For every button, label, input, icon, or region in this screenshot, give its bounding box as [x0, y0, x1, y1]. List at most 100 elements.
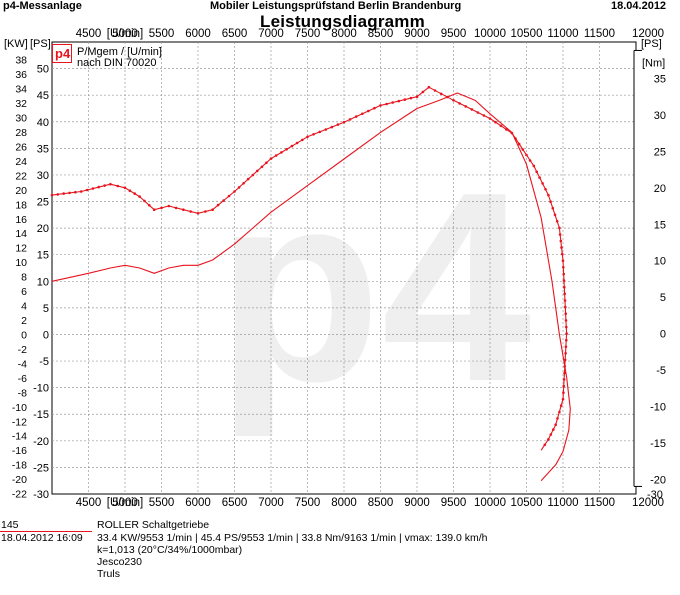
torque-point [211, 208, 214, 211]
torque-point [255, 169, 259, 173]
torque-point [160, 206, 163, 210]
torque-point [306, 135, 309, 139]
torque-point [488, 117, 492, 120]
legend-logo-text: p4 [55, 46, 71, 61]
torque-point [552, 428, 555, 431]
torque-point [562, 378, 566, 381]
torque-point [525, 153, 528, 157]
torque-point [133, 192, 136, 195]
torque-point [560, 246, 563, 249]
x-tick-label-bottom: 9500 [441, 497, 467, 509]
x-tick-label-top: 8500 [368, 28, 394, 40]
kw-tick-label: 36 [15, 69, 27, 81]
torque-point [295, 141, 299, 145]
operator-name: Truls [97, 568, 120, 580]
torque-point [348, 118, 352, 121]
kw-tick-label: 6 [21, 286, 27, 298]
torque-point [564, 345, 568, 349]
x-tick-label-top: 6500 [222, 28, 248, 40]
torque-point [564, 312, 567, 316]
torque-point [561, 252, 564, 256]
torque-point [216, 203, 220, 207]
torque-point [227, 194, 231, 198]
torque-point [269, 157, 273, 160]
x-tick-label-top: 11000 [547, 28, 578, 40]
x-tick-label-top: 12000 [632, 28, 664, 40]
torque-point [246, 177, 250, 181]
kw-tick-label: 2 [21, 315, 27, 327]
kw-tick-label: 26 [15, 141, 27, 153]
kw-axis-label: [KW] [4, 38, 28, 50]
x-tick-label-bottom: 6500 [222, 497, 248, 509]
nm-tick-label: 5 [660, 292, 666, 304]
torque-point [562, 266, 565, 269]
ps-tick-label-left: -10 [33, 383, 49, 395]
x-tick-label-bottom: 4500 [76, 497, 102, 509]
torque-point [505, 128, 508, 131]
x-tick-label-bottom: 8000 [331, 497, 357, 509]
torque-point [242, 182, 245, 185]
torque-point [521, 148, 525, 151]
torque-point [109, 182, 112, 186]
nm-tick-label: 15 [654, 219, 666, 231]
legend-line1: P/Mgem / [U/min] [77, 46, 162, 58]
torque-point [138, 195, 141, 198]
ps-tick-label-left: 5 [43, 303, 49, 315]
torque-point [260, 165, 264, 169]
torque-point [510, 131, 514, 135]
ps-tick-label-left: 45 [37, 90, 49, 102]
torque-point [274, 154, 278, 157]
torque-point [561, 397, 565, 401]
torque-point [561, 259, 565, 263]
power-torque-chart: p445004500500050005500550060006000650065… [4, 28, 666, 509]
ps-axis-label-left: [PS] [30, 38, 51, 50]
x-tick-label-bottom: 9000 [404, 497, 430, 509]
run-number: 145 [1, 519, 19, 531]
torque-point [91, 187, 95, 190]
chart-title: Leistungsdiagramm [260, 12, 425, 31]
footer-divider [0, 531, 92, 532]
kw-tick-label: 34 [15, 84, 27, 96]
vehicle-name: ROLLER Schaltgetriebe [97, 519, 210, 531]
kw-tick-label: 8 [21, 272, 27, 284]
x-tick-label-top: 11500 [584, 28, 615, 40]
torque-point [433, 89, 437, 92]
nm-axis-label: [Nm] [642, 57, 665, 69]
torque-point [56, 193, 60, 196]
torque-point [535, 170, 538, 174]
torque-point [564, 319, 568, 322]
x-tick-label-bottom: 11000 [547, 497, 578, 509]
torque-point [148, 204, 151, 207]
x-tick-label-top: 9500 [441, 28, 467, 40]
x-tick-label-top: 5500 [149, 28, 175, 40]
torque-point [361, 112, 364, 116]
x-axis-label-top: [U/min] [107, 28, 143, 40]
torque-point [565, 332, 568, 335]
ps-tick-label-left: 0 [43, 329, 49, 341]
ps-tick-label-left: -5 [39, 356, 49, 368]
torque-point [182, 208, 185, 211]
torque-point [543, 443, 547, 447]
ps-tick-label-left: 15 [37, 250, 49, 262]
torque-point [517, 142, 521, 146]
torque-point [415, 95, 419, 98]
torque-point [367, 109, 370, 113]
kw-tick-label: -20 [12, 474, 27, 486]
torque-point [563, 285, 566, 289]
torque-point [336, 123, 340, 126]
torque-point [385, 102, 388, 106]
kw-tick-label: 20 [15, 185, 27, 197]
legend-logo: p4 [52, 44, 72, 63]
ps-tick-label-left: 25 [37, 197, 49, 209]
x-tick-label-top: 10000 [474, 28, 506, 40]
torque-point [85, 188, 89, 192]
torque-point [544, 188, 547, 191]
torque-point [324, 128, 328, 131]
kw-tick-label: 0 [21, 329, 27, 341]
kw-tick-label: -6 [18, 373, 27, 385]
kw-tick-label: -10 [12, 402, 27, 414]
kw-tick-label: 16 [15, 214, 27, 226]
torque-point [563, 358, 567, 362]
watermark: p4 [216, 137, 533, 439]
torque-point [482, 114, 486, 117]
